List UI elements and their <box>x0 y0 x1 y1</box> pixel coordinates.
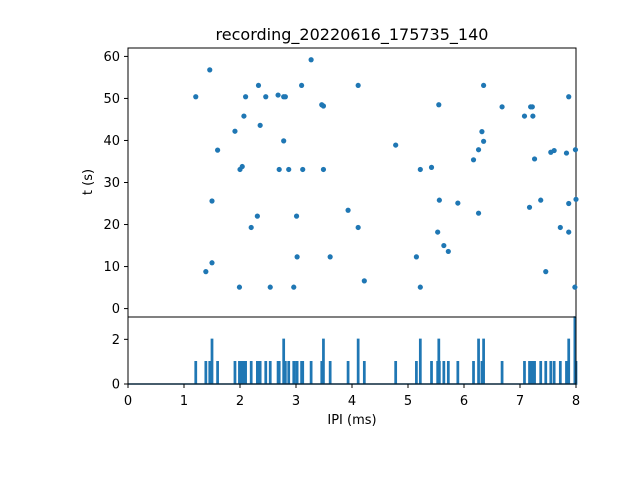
scatter-point <box>557 224 563 231</box>
x-tick-label: 1 <box>180 394 188 409</box>
scatter-point <box>521 113 528 119</box>
scatter-point <box>436 197 442 203</box>
scatter-point <box>417 284 423 290</box>
scatter-point <box>282 94 288 100</box>
scatter-point <box>275 92 281 98</box>
scatter-point <box>241 113 247 119</box>
scatter-point <box>207 67 213 73</box>
scatter-point <box>299 82 305 89</box>
scatter-point <box>243 94 249 100</box>
y-tick-label: 0 <box>112 302 120 317</box>
scatter-point <box>538 197 544 203</box>
y-tick-label: 0 <box>112 378 120 393</box>
scatter-point <box>355 224 361 231</box>
scatter-point <box>445 248 451 255</box>
scatter-point <box>563 150 570 156</box>
scatter-point <box>209 198 215 204</box>
scatter-point <box>215 147 221 153</box>
y-tick-label: 20 <box>103 218 120 233</box>
scatter-point <box>291 284 297 290</box>
scatter-point <box>327 254 333 260</box>
scatter-point <box>470 157 477 163</box>
scatter-point <box>209 260 215 266</box>
scatter-point <box>572 147 579 153</box>
scatter-point <box>479 129 485 135</box>
scatter-point <box>566 200 572 207</box>
y-tick-label: 40 <box>103 134 120 149</box>
x-tick-label: 8 <box>572 394 580 409</box>
x-tick-label: 4 <box>348 394 356 409</box>
scatter-point <box>203 269 209 275</box>
scatter-point <box>455 200 461 206</box>
scatter-point <box>286 166 292 173</box>
y-tick-label: 10 <box>103 260 120 275</box>
scatter-point <box>531 156 538 162</box>
scatter-point <box>481 82 487 89</box>
x-tick-label: 0 <box>124 394 132 409</box>
scatter-point <box>320 166 327 173</box>
scatter-point <box>475 210 482 216</box>
scatter-point <box>528 104 534 110</box>
scatter-point <box>551 147 557 154</box>
scatter-point <box>355 82 361 89</box>
x-tick-label: 6 <box>460 394 468 409</box>
scatter-point <box>193 94 199 100</box>
scatter-point <box>254 213 260 219</box>
scatter-point <box>566 94 572 100</box>
scatter-point <box>263 94 269 100</box>
scatter-point <box>435 229 441 235</box>
scatter-point <box>267 284 273 290</box>
scatter-point <box>232 128 238 134</box>
histogram-plot: 0 2 0 1 2 3 4 5 6 7 8 <box>112 316 580 409</box>
scatter-point <box>499 104 505 110</box>
scatter-point <box>319 102 325 108</box>
scatter-point <box>572 284 578 290</box>
scatter-point <box>257 122 263 128</box>
scatter-point <box>441 242 447 249</box>
y-tick-label: 2 <box>112 333 120 348</box>
scatter-point <box>428 164 435 170</box>
scatter-frame <box>127 47 577 318</box>
scatter-point <box>543 269 549 275</box>
scatter-point <box>475 147 482 153</box>
chart-title: recording_20220616_175735_140 <box>216 25 489 45</box>
scatter-point <box>276 166 282 173</box>
scatter-point <box>239 163 245 170</box>
scatter-point <box>481 138 487 144</box>
scatter-point <box>526 204 533 210</box>
scatter-point <box>300 166 306 173</box>
x-tick-label: 2 <box>236 394 244 409</box>
y-tick-label: 30 <box>103 176 120 191</box>
scatter-point <box>293 213 300 219</box>
scatter-point <box>281 138 287 144</box>
x-axis-label: IPI (ms) <box>327 413 376 428</box>
x-tick-label: 5 <box>404 394 412 409</box>
y-tick-label: 50 <box>103 92 120 107</box>
x-tick-label: 3 <box>292 394 300 409</box>
scatter-point <box>248 224 254 231</box>
scatter-point <box>393 142 399 148</box>
x-tick-label: 7 <box>516 394 524 409</box>
scatter-point <box>361 278 367 284</box>
scatter-point <box>294 254 300 260</box>
scatter-point <box>236 284 243 290</box>
scatter-point <box>573 196 579 202</box>
y-axis-label: t (s) <box>81 169 96 195</box>
scatter-point <box>530 113 536 119</box>
scatter-point <box>308 57 314 63</box>
scatter-point <box>566 229 572 235</box>
y-tick-label: 60 <box>103 50 120 65</box>
scatter-point <box>413 254 419 260</box>
scatter-point <box>255 82 262 89</box>
scatter-point <box>436 102 442 108</box>
scatter-point <box>417 166 423 173</box>
scatter-plot: 0 10 20 30 40 50 60 <box>103 47 579 318</box>
scatter-point <box>345 207 351 213</box>
